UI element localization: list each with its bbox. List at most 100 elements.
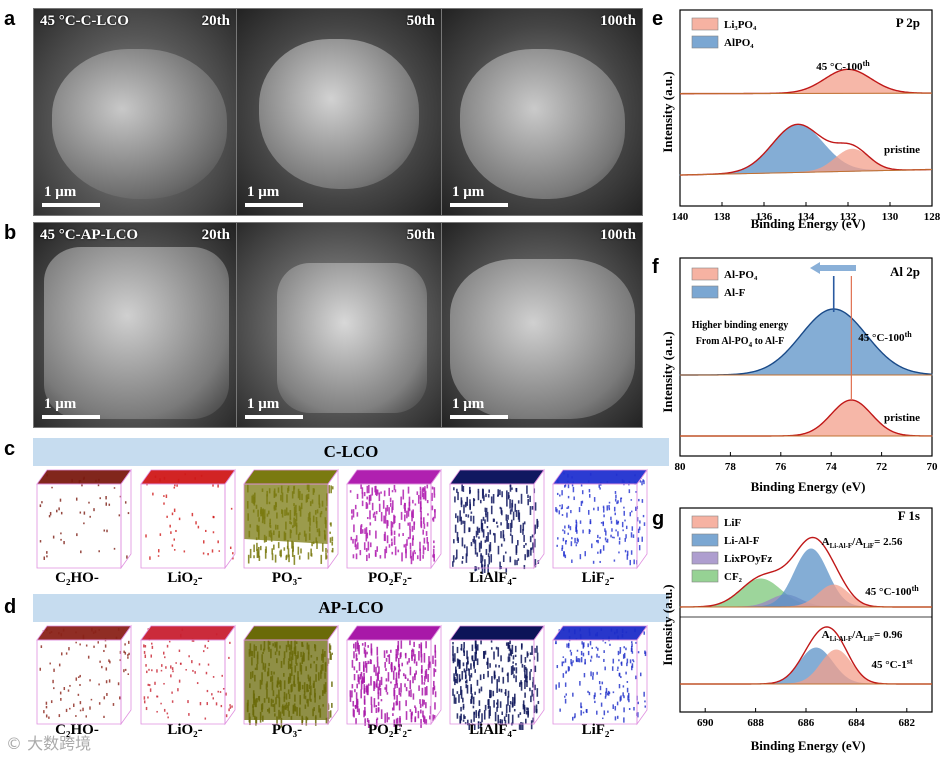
cycle-label: 100th <box>600 13 636 29</box>
g-ratio-top: ALi-Al-F/ALiF= 2.56 <box>822 536 903 550</box>
ion-label: PO₂F₂- <box>368 570 412 586</box>
x-tick-label: 684 <box>848 717 865 729</box>
shift-arrow <box>810 262 856 274</box>
baseline <box>679 92 933 95</box>
x-tick-label: 688 <box>747 717 764 729</box>
e-bottom-label: pristine <box>884 144 920 156</box>
sem-image-a-20th: 45 °C-C-LCO 20th 1 μm <box>33 8 237 216</box>
watermark: © 大数跨境 <box>6 734 92 753</box>
chart-e-xlabel: Binding Energy (eV) <box>751 216 866 231</box>
x-tick-label: 136 <box>756 211 773 223</box>
legend-swatch <box>691 533 719 547</box>
legend-swatch <box>691 515 719 529</box>
x-tick-label: 74 <box>826 461 838 473</box>
x-tick-label: 72 <box>876 461 888 473</box>
chart-e: 140 138 136 134 132 130 128 Li₃PO₄ AlPO₄ <box>672 9 941 223</box>
ion-label: C₂HO- <box>55 570 99 586</box>
tof-cube <box>36 468 132 570</box>
x-tick-label: 134 <box>798 211 815 223</box>
x-tick-label: 682 <box>899 717 916 729</box>
legend-swatch <box>691 17 719 31</box>
sem-image-b-50th: 50th 1 μm <box>236 222 442 428</box>
tof-cube <box>243 624 339 728</box>
ion-label: LiO₂- <box>167 722 203 738</box>
tof-cube <box>140 624 236 726</box>
legend-swatch <box>691 267 719 281</box>
legend-label: LiF <box>724 517 741 529</box>
g-top-label: 45 °C-100th <box>865 584 919 598</box>
ion-label: LiO₂- <box>167 570 203 586</box>
scale-bar <box>42 203 100 207</box>
f-top-label: 45 °C-100th <box>858 330 912 344</box>
sample-label-a: 45 °C-C-LCO <box>40 13 129 29</box>
tof-cube <box>346 468 442 570</box>
ion-label: LiAlF₄- <box>469 722 517 738</box>
chart-f-title: Al 2p <box>890 264 920 279</box>
chart-g-ylabel: Intensity (a.u.) <box>660 584 675 665</box>
ion-label: PO₃- <box>271 570 303 586</box>
legend-label: Li₃PO₄ <box>724 19 757 31</box>
f-annotation-line2: From Al-PO4 to Al-F <box>696 336 785 349</box>
chart-g-xlabel: Binding Energy (eV) <box>751 738 866 753</box>
scale-bar <box>42 415 100 419</box>
f-bottom-label: pristine <box>884 412 920 424</box>
sem-image-b-20th: 45 °C-AP-LCO 20th 1 μm <box>33 222 237 428</box>
chart-g: 690 688 686 684 682 LiF Li-Al-F LixPOyFz CF₂ <box>679 507 933 729</box>
ion-label: LiF₂- <box>581 722 615 738</box>
ion-label: PO₃- <box>271 722 303 738</box>
x-tick-label: 686 <box>798 717 815 729</box>
envelope-e-bottom <box>679 123 931 176</box>
cycle-label: 20th <box>201 227 230 243</box>
tof-cube <box>449 624 545 730</box>
tof-cube <box>346 624 442 729</box>
legend-label: Li-Al-F <box>724 535 760 547</box>
x-tick-label: 80 <box>675 461 687 473</box>
legend-label: AlPO₄ <box>724 37 754 49</box>
legend-label: LixPOyFz <box>724 553 772 565</box>
tof-cube <box>243 468 339 570</box>
tof-cube <box>552 468 648 570</box>
chart-f-xlabel: Binding Energy (eV) <box>751 479 866 494</box>
panel-label-d: d <box>4 596 17 618</box>
x-tick-label: 138 <box>714 211 731 223</box>
scale-bar-label: 1 μm <box>44 396 77 412</box>
legend-swatch <box>691 551 719 565</box>
sem-image-b-100th: 100th 1 μm <box>441 222 643 428</box>
legend-label: CF₂ <box>724 571 743 583</box>
sem-image-a-100th: 100th 1 μm <box>441 8 643 216</box>
legend-swatch <box>691 285 719 299</box>
cycle-label: 20th <box>201 13 230 29</box>
x-tick-label: 690 <box>697 717 714 729</box>
legend-label: Al-PO₄ <box>724 269 758 281</box>
x-tick-label: 70 <box>927 461 939 473</box>
tof-cube <box>449 468 545 574</box>
tof-banner-d: AP-LCO <box>33 594 669 622</box>
tof-cube <box>36 624 132 726</box>
panel-label-g: g <box>652 508 665 530</box>
x-tick-label: 132 <box>840 211 857 223</box>
scale-bar <box>450 415 508 419</box>
chart-f: 80 78 76 74 72 70 Al-PO₄ Al-F <box>675 257 939 473</box>
legend-label: Al-F <box>724 287 746 299</box>
scale-bar <box>245 203 303 207</box>
scale-bar-label: 1 μm <box>452 184 485 200</box>
scale-bar-label: 1 μm <box>247 396 280 412</box>
chart-e-ylabel: Intensity (a.u.) <box>660 71 675 152</box>
sem-image-a-50th: 50th 1 μm <box>236 8 442 216</box>
scale-bar-label: 1 μm <box>247 184 280 200</box>
x-tick-label: 76 <box>775 461 787 473</box>
chart-g-title: F 1s <box>898 508 920 523</box>
panel-label-b: b <box>4 222 17 244</box>
baseline <box>679 168 933 176</box>
panel-label-a: a <box>4 8 16 30</box>
panel-label-e: e <box>652 8 664 30</box>
scale-bar <box>450 203 508 207</box>
cycle-label: 50th <box>406 13 435 29</box>
sample-label-b: 45 °C-AP-LCO <box>40 227 139 243</box>
f-annotation-line1: Higher binding energy <box>692 320 789 331</box>
g-bottom-label: 45 °C-1st <box>871 657 912 671</box>
tof-cube <box>552 624 648 726</box>
cycle-label: 100th <box>600 227 636 243</box>
legend-swatch <box>691 35 719 49</box>
